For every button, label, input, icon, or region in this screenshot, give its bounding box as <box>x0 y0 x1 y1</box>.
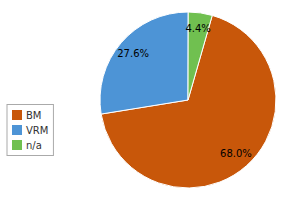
data-labels: 68.0% 27.6% 4.4% <box>117 23 252 159</box>
legend-swatch <box>12 140 22 150</box>
legend: BM VRM n/a <box>7 105 53 156</box>
data-label: 27.6% <box>117 48 149 59</box>
legend-swatch <box>12 125 22 135</box>
data-label: 68.0% <box>220 148 252 159</box>
data-label: 4.4% <box>185 23 210 34</box>
legend-swatch <box>12 110 22 120</box>
legend-item: BM <box>12 110 42 121</box>
pie <box>100 12 276 188</box>
legend-label: VRM <box>26 125 48 136</box>
legend-item: n/a <box>12 140 42 151</box>
legend-frame <box>7 105 53 156</box>
chart: 68.0% 27.6% 4.4% BM VRM n/a <box>0 0 300 200</box>
pie-slice <box>100 12 188 114</box>
legend-label: BM <box>26 110 42 121</box>
legend-label: n/a <box>26 140 42 151</box>
legend-item: VRM <box>12 125 48 136</box>
